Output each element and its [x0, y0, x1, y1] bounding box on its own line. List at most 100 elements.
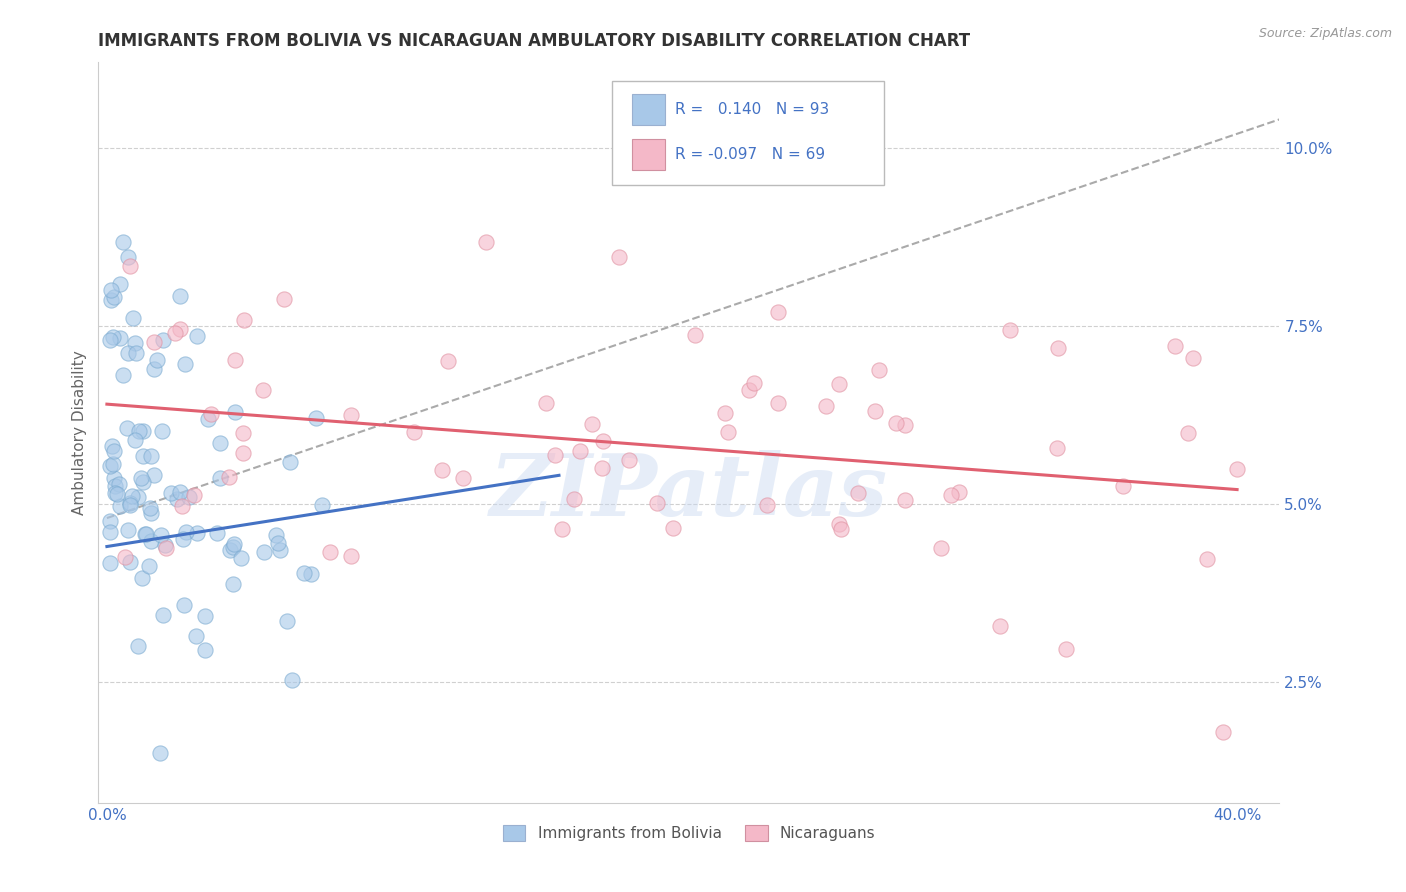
- Point: [551, 522, 574, 536]
- Point: [205, 526, 228, 541]
- Point: [868, 363, 890, 377]
- Point: [104, 486, 127, 500]
- Point: [830, 522, 852, 536]
- Bar: [633, 95, 665, 126]
- Point: [232, 446, 254, 460]
- Point: [766, 396, 789, 410]
- Point: [186, 329, 208, 343]
- Point: [118, 496, 141, 510]
- Point: [155, 541, 177, 555]
- Point: [103, 443, 125, 458]
- Point: [229, 551, 252, 566]
- Point: [117, 345, 139, 359]
- Point: [160, 485, 183, 500]
- Point: [98, 514, 121, 528]
- Point: [1195, 551, 1218, 566]
- Point: [98, 459, 121, 474]
- Point: [948, 485, 970, 500]
- Point: [1046, 441, 1069, 455]
- Point: [846, 486, 869, 500]
- Point: [124, 433, 146, 447]
- Point: [150, 425, 173, 439]
- Point: [569, 444, 592, 458]
- Point: [939, 488, 962, 502]
- Point: [104, 479, 127, 493]
- Text: R = -0.097   N = 69: R = -0.097 N = 69: [675, 147, 825, 162]
- Point: [174, 357, 197, 371]
- Point: [1212, 724, 1234, 739]
- Point: [121, 489, 143, 503]
- Point: [112, 368, 135, 382]
- Point: [139, 534, 162, 549]
- Point: [218, 542, 240, 557]
- Point: [108, 277, 131, 291]
- Point: [292, 566, 315, 581]
- Point: [266, 528, 288, 542]
- Point: [186, 629, 208, 643]
- Point: [267, 535, 290, 549]
- Point: [340, 408, 363, 422]
- Point: [233, 313, 256, 327]
- Point: [863, 404, 886, 418]
- Point: [766, 305, 789, 319]
- Point: [101, 458, 124, 472]
- Point: [143, 335, 166, 350]
- Point: [134, 526, 156, 541]
- Point: [437, 353, 460, 368]
- Point: [132, 449, 155, 463]
- Point: [120, 555, 142, 569]
- Point: [131, 571, 153, 585]
- Point: [98, 525, 121, 540]
- Point: [177, 490, 200, 504]
- Point: [111, 235, 134, 249]
- Point: [998, 323, 1021, 337]
- Point: [165, 326, 187, 340]
- Point: [118, 498, 141, 512]
- Point: [884, 417, 907, 431]
- Point: [169, 322, 191, 336]
- Point: [197, 412, 219, 426]
- Point: [592, 434, 614, 449]
- Point: [110, 331, 132, 345]
- Point: [124, 336, 146, 351]
- Point: [402, 425, 425, 440]
- Point: [153, 538, 176, 552]
- Point: [756, 498, 779, 512]
- Point: [139, 506, 162, 520]
- Point: [138, 558, 160, 573]
- Point: [685, 328, 707, 343]
- Text: ZIPatlas: ZIPatlas: [489, 450, 889, 533]
- Point: [149, 746, 172, 760]
- Point: [150, 527, 173, 541]
- Point: [142, 468, 165, 483]
- Point: [278, 455, 301, 469]
- Point: [121, 311, 143, 326]
- Point: [619, 453, 641, 467]
- Point: [661, 521, 683, 535]
- Point: [103, 330, 125, 344]
- Point: [100, 283, 122, 297]
- Point: [1112, 479, 1135, 493]
- Point: [1177, 425, 1199, 440]
- Point: [118, 259, 141, 273]
- Point: [224, 405, 246, 419]
- Point: [200, 407, 222, 421]
- Point: [218, 470, 240, 484]
- Point: [117, 523, 139, 537]
- Point: [98, 556, 121, 570]
- Point: [101, 439, 124, 453]
- Point: [252, 383, 274, 397]
- Point: [893, 493, 915, 508]
- Point: [988, 619, 1011, 633]
- Point: [152, 607, 174, 622]
- Point: [451, 471, 474, 485]
- Point: [174, 524, 197, 539]
- Point: [194, 609, 217, 624]
- Point: [145, 353, 167, 368]
- Point: [139, 501, 162, 516]
- Point: [132, 424, 155, 438]
- Point: [128, 424, 150, 438]
- Point: [222, 540, 245, 554]
- Point: [738, 383, 761, 397]
- Point: [253, 545, 276, 559]
